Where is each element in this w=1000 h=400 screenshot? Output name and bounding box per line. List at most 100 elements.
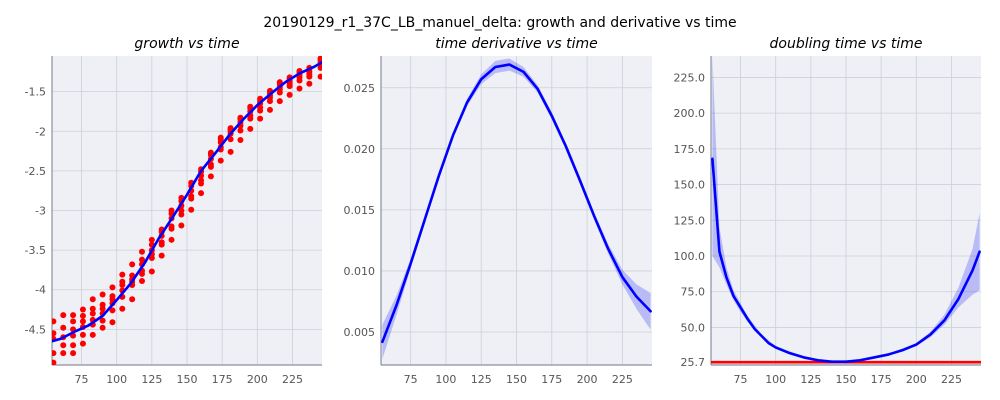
derivative-x-tick-label: 200	[577, 373, 598, 386]
growth-data-point	[89, 305, 96, 312]
growth-data-point	[70, 312, 77, 319]
growth-data-point	[139, 270, 145, 277]
doubling-time-y-tick-label: 25.7	[681, 356, 706, 369]
growth-data-point	[266, 98, 273, 105]
figure-suptitle: 20190129_r1_37C_LB_manuel_delta: growth …	[263, 15, 736, 31]
growth-data-point	[247, 115, 254, 122]
growth-data-point	[60, 324, 67, 331]
derivative-x-tick-label: 150	[506, 373, 527, 386]
growth-data-point	[52, 330, 57, 337]
growth-data-point	[119, 281, 126, 288]
doubling-time-panel-title: doubling time vs time	[770, 36, 923, 52]
derivative-fit-line	[381, 63, 652, 344]
growth-y-tick-label: -2	[35, 125, 46, 138]
growth-panel: 75 100 125 150 175 200 225 -1.5 -2 -2.5 -3 -3.5 -4 -4…	[25, 36, 322, 386]
doubling-time-x-tick-label: 175	[871, 373, 892, 386]
doubling-time-y-tick-label: 225.0	[674, 71, 706, 84]
growth-data-point	[99, 317, 106, 324]
derivative-panel: 75 100 125 150 175 200 225 0.005 0.010 0.015 0.020…	[344, 36, 652, 386]
growth-data-point	[257, 107, 264, 114]
growth-y-tick-label: -1.5	[25, 86, 46, 99]
growth-data-point	[79, 312, 86, 319]
derivative-y-tick-label: 0.020	[344, 143, 376, 156]
growth-data-point	[207, 173, 214, 180]
growth-x-tick-label: 100	[106, 373, 127, 386]
doubling-time-y-tick-label: 100.0	[674, 250, 706, 263]
growth-data-point	[129, 261, 136, 268]
growth-data-point	[70, 350, 77, 357]
growth-data-point	[188, 206, 195, 213]
growth-data-point	[158, 252, 165, 259]
growth-x-tick-label: 175	[212, 373, 233, 386]
growth-y-tick-label: -2.5	[25, 165, 46, 178]
doubling-time-panel: 75 100 125 150 175 200 225 25.7 50.0 75.0 100.0 125…	[674, 36, 981, 386]
growth-data-point	[109, 319, 116, 326]
growth-data-point	[286, 83, 293, 90]
growth-data-point	[148, 268, 155, 275]
derivative-y-tick-label: 0.025	[344, 82, 376, 95]
derivative-x-tick-label: 75	[404, 373, 418, 386]
doubling-time-x-tick-label: 225	[941, 373, 962, 386]
growth-data-point	[70, 318, 77, 325]
growth-data-point	[52, 318, 57, 325]
growth-data-point	[60, 312, 67, 319]
growth-data-point	[286, 91, 293, 98]
doubling-time-y-tick-label: 175.0	[674, 143, 706, 156]
growth-data-point	[79, 331, 86, 338]
growth-data-point	[79, 340, 86, 347]
doubling-time-x-tick-label: 200	[906, 373, 927, 386]
growth-x-tick-label: 200	[247, 373, 268, 386]
growth-data-point	[168, 236, 175, 243]
growth-data-point	[306, 80, 313, 87]
growth-data-point	[109, 284, 116, 291]
growth-data-point	[70, 342, 77, 349]
growth-data-point	[257, 115, 264, 122]
growth-data-point	[207, 163, 214, 170]
growth-panel-title: growth vs time	[134, 36, 239, 52]
growth-data-point	[139, 248, 145, 255]
growth-data-point	[168, 225, 175, 232]
doubling-time-y-tick-label: 125.0	[674, 214, 706, 227]
derivative-panel-title: time derivative vs time	[435, 36, 597, 52]
derivative-series-layer	[381, 58, 652, 359]
growth-data-point	[139, 256, 145, 263]
growth-fit-line	[52, 61, 322, 343]
growth-data-point	[139, 278, 145, 285]
derivative-y-tick-label: 0.015	[344, 204, 376, 217]
growth-data-point	[237, 127, 244, 134]
growth-series-layer	[52, 56, 322, 365]
derivative-x-tick-label: 125	[471, 373, 492, 386]
growth-data-point	[188, 195, 195, 202]
growth-data-point	[60, 350, 67, 357]
doubling-time-y-tick-label: 75.0	[681, 286, 706, 299]
growth-data-point	[129, 296, 136, 303]
growth-data-point	[266, 106, 273, 113]
growth-data-point	[306, 73, 313, 80]
growth-data-point	[276, 98, 283, 105]
growth-y-tick-label: -3.5	[25, 244, 46, 257]
growth-data-point	[158, 241, 165, 248]
doubling-time-x-tick-label: 100	[765, 373, 786, 386]
growth-data-point	[148, 255, 155, 262]
doubling-time-y-tick-label: 150.0	[674, 179, 706, 192]
growth-x-tick-label: 150	[177, 373, 198, 386]
growth-data-point	[227, 136, 234, 143]
growth-data-point	[119, 271, 126, 278]
growth-data-point	[178, 222, 185, 229]
growth-data-point	[89, 296, 96, 303]
growth-data-point	[178, 211, 185, 218]
growth-data-point	[227, 148, 234, 155]
growth-data-point	[148, 236, 155, 243]
growth-data-point	[79, 318, 86, 325]
derivative-x-tick-label: 100	[435, 373, 456, 386]
growth-data-point	[217, 157, 224, 164]
growth-data-point	[237, 136, 244, 143]
doubling-time-y-tick-label: 200.0	[674, 107, 706, 120]
doubling-time-series-layer	[711, 56, 981, 364]
growth-data-point	[198, 180, 205, 187]
growth-data-point	[52, 359, 57, 365]
growth-x-tick-label: 75	[75, 373, 89, 386]
growth-data-point	[317, 73, 322, 80]
growth-data-point	[89, 310, 96, 317]
growth-data-point	[60, 342, 67, 349]
